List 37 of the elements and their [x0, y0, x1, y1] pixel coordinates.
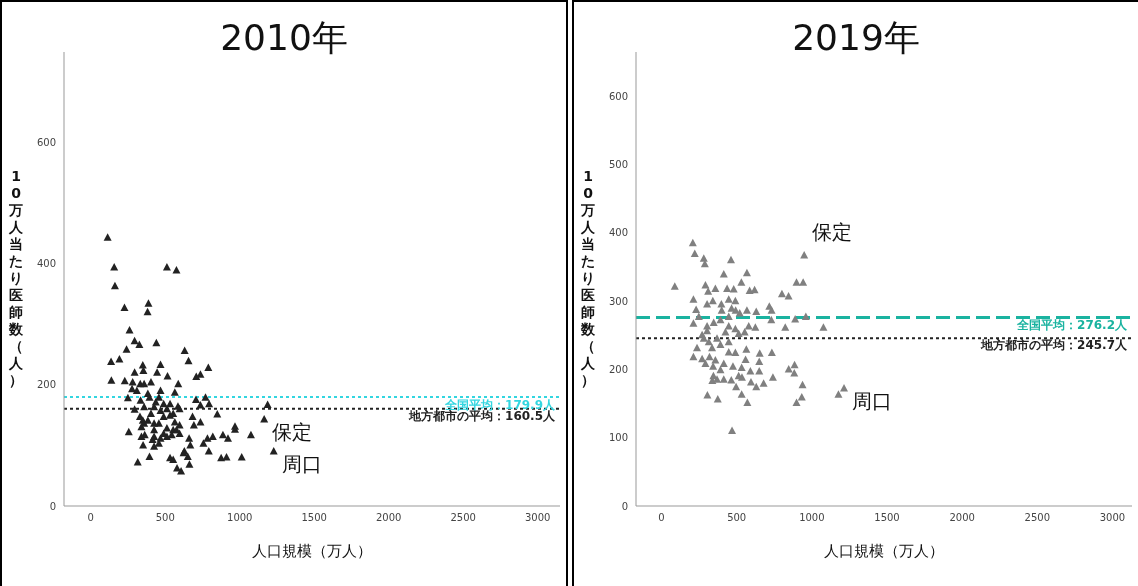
chart-title: 2019年 [791, 16, 921, 60]
x-axis-title: 人口規模（万人） [824, 542, 944, 560]
x-tick-label: 3000 [524, 512, 551, 524]
text: 10万人当たり医師数（人） [581, 167, 595, 388]
text: 10万人当たり医師数（人） [9, 167, 23, 388]
x-tick-label: 3000 [1099, 512, 1126, 524]
ref-line-label: 全国平均：276.2人 [1016, 317, 1128, 332]
y-tick-label: 100 [608, 432, 628, 444]
ref-line-label: 地方都市の平均：245.7人 [980, 338, 1128, 353]
x-tick-label: 0 [658, 512, 665, 524]
y-tick-label: 500 [608, 159, 628, 171]
y-tick-label: 400 [36, 258, 56, 270]
x-tick-label: 0 [87, 512, 94, 524]
y-tick-label: 600 [36, 137, 56, 149]
x-axis-title: 人口規模（万人） [252, 542, 372, 560]
y-tick-label: 200 [36, 379, 56, 391]
x-tick-label: 1000 [227, 512, 253, 524]
x-tick-label: 2500 [450, 512, 476, 524]
annotation: 周口 [852, 388, 893, 413]
x-tick-label: 500 [155, 512, 175, 524]
annotation: 保定 [812, 219, 853, 244]
x-tick-label: 1500 [874, 512, 900, 524]
x-tick-label: 2000 [375, 512, 402, 524]
chart-title: 2010年 [219, 16, 349, 60]
y-tick-label: 600 [608, 90, 628, 102]
x-tick-label: 1500 [301, 512, 327, 524]
y-tick-label: 200 [608, 364, 628, 376]
x-tick-label: 2000 [949, 512, 975, 524]
x-tick-label: 1000 [799, 512, 825, 524]
x-tick-label: 2500 [1024, 512, 1051, 524]
y-tick-label: 300 [608, 295, 628, 307]
annotation: 周口 [281, 451, 322, 476]
y-tick-label: 400 [608, 227, 628, 239]
x-tick-label: 500 [727, 512, 747, 524]
annotation: 保定 [272, 419, 313, 444]
y-tick-label: 0 [49, 500, 56, 512]
y-tick-label: 0 [621, 500, 628, 512]
